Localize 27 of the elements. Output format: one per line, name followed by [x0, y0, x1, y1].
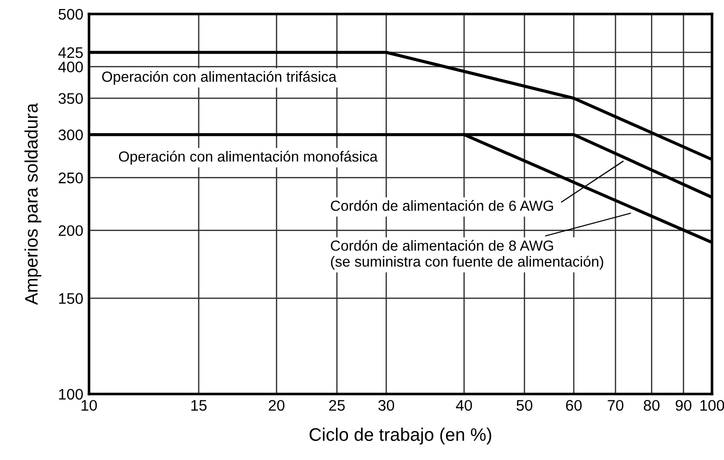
annotation: Cordón de alimentación de 8 AWG (se suministra con fuente de alimentación)	[330, 240, 604, 270]
y-tick-label: 250	[58, 172, 83, 184]
y-tick-label: 400	[58, 62, 83, 72]
y-tick-label: 200	[58, 225, 83, 236]
x-tick-label: 70	[608, 400, 624, 411]
annotation: Operación con alimentación trifásica	[102, 71, 337, 85]
y-tick-label: 300	[58, 129, 83, 140]
x-tick-label: 100	[700, 400, 724, 411]
x-tick-label: 25	[329, 400, 345, 411]
x-tick-label: 15	[191, 400, 207, 411]
x-tick-label: 40	[456, 400, 472, 411]
x-tick-label: 50	[516, 400, 532, 411]
y-tick-label: 150	[59, 293, 83, 304]
y-tick-label: 350	[58, 93, 83, 104]
x-tick-label: 20	[268, 400, 284, 411]
annotation: Operación con alimentación monofásica	[118, 150, 378, 165]
y-tick-label: 100	[59, 388, 83, 400]
x-tick-label: 80	[644, 400, 660, 411]
y-tick-label: 425	[58, 47, 83, 58]
y-tick-label: 500	[58, 8, 83, 20]
y-axis-title: Amperios para soldadura	[24, 103, 42, 305]
x-tick-label: 30	[378, 400, 394, 411]
x-tick-label: 90	[676, 400, 692, 411]
x-tick-label: 60	[566, 400, 582, 411]
x-axis-title: Ciclo de trabajo (en %)	[310, 428, 492, 445]
annotation: Cordón de alimentación de 6 AWG	[330, 200, 554, 211]
x-tick-label: 10	[82, 400, 97, 411]
